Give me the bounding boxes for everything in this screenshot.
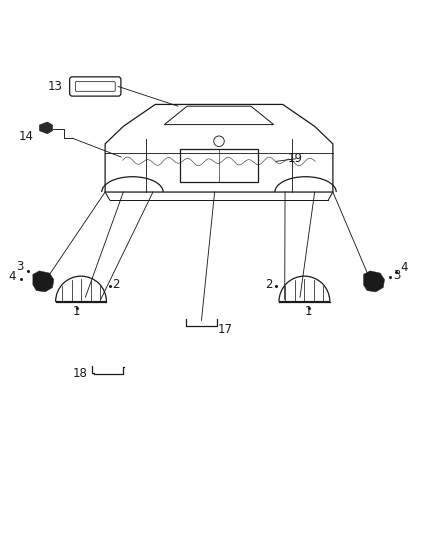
Text: 18: 18 (72, 367, 87, 381)
Text: 13: 13 (47, 80, 62, 93)
Text: 1: 1 (73, 305, 81, 318)
Text: 17: 17 (218, 322, 233, 336)
Text: 2: 2 (112, 278, 120, 290)
Polygon shape (33, 271, 54, 292)
Text: 1: 1 (305, 305, 313, 318)
Text: 3: 3 (16, 260, 23, 273)
Text: 2: 2 (265, 278, 273, 290)
Text: 19: 19 (288, 152, 303, 165)
Text: 4: 4 (8, 270, 16, 282)
Text: 4: 4 (400, 261, 408, 274)
Text: 14: 14 (19, 130, 34, 143)
Polygon shape (39, 122, 53, 134)
Text: 3: 3 (393, 269, 400, 282)
Polygon shape (364, 271, 385, 292)
